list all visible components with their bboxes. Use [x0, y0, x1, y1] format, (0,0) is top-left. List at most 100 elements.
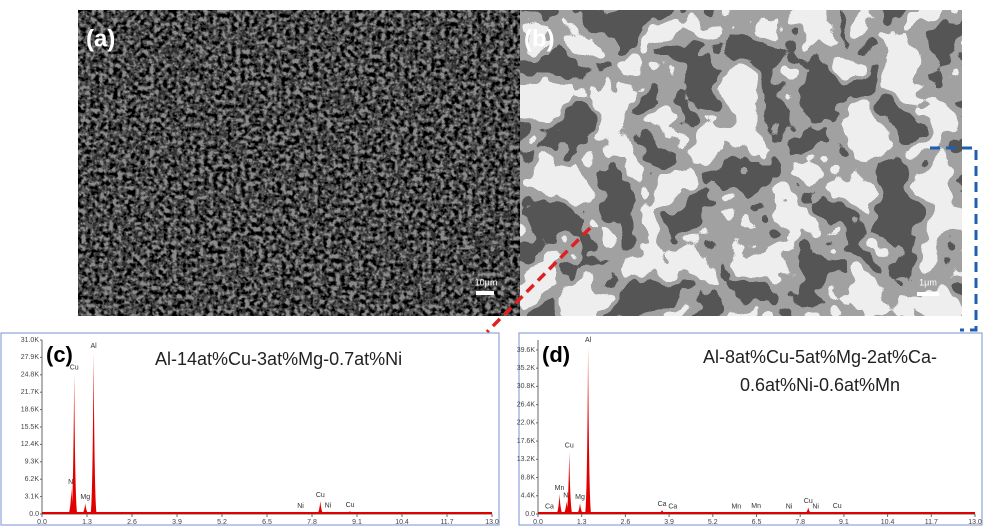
y-tick-label: 0.0	[525, 511, 535, 518]
peak-label: Ni	[812, 504, 819, 511]
callout-line	[930, 146, 978, 332]
x-tick-label: 2.6	[127, 519, 137, 526]
peak	[317, 501, 324, 514]
peak-label: Ni	[325, 503, 332, 510]
peak	[669, 512, 676, 514]
y-tick-label: 30.8K	[517, 383, 536, 390]
peak-label: Cu	[316, 492, 325, 499]
peak-label: Mn	[731, 504, 741, 511]
peak-label: Ni	[563, 492, 570, 499]
sem-image-b: (b) 1μm	[520, 10, 962, 316]
x-tick-label: 11.7	[440, 519, 453, 526]
peak	[812, 512, 819, 514]
x-tick-label: 3.9	[664, 519, 674, 526]
composition: 0.6at%Ni-0.6at%Mn	[740, 375, 900, 395]
x-tick-label: 5.2	[708, 519, 718, 526]
y-tick-label: 17.6K	[517, 438, 536, 445]
x-tick-label: 7.8	[795, 519, 805, 526]
y-tick-label: 31.0K	[21, 337, 40, 344]
y-tick-label: 13.2K	[517, 456, 536, 463]
peak-label: Cu	[804, 498, 813, 505]
peak	[546, 512, 553, 514]
peak	[785, 512, 793, 514]
y-tick-label: 26.4K	[517, 401, 536, 408]
x-tick-label: 0.0	[533, 519, 543, 526]
peak	[297, 512, 304, 514]
peak	[576, 503, 584, 514]
peak	[658, 510, 666, 514]
peak-label: Ca	[545, 504, 554, 511]
y-tick-label: 8.8K	[521, 474, 536, 481]
x-tick-label: 9.1	[839, 519, 849, 526]
peak	[752, 512, 760, 514]
x-tick-label: 6.5	[752, 519, 762, 526]
composition: Al-8at%Cu-5at%Mg-2at%Ca-	[703, 347, 937, 367]
y-tick-label: 6.2K	[25, 476, 40, 483]
panel-label: (d)	[542, 342, 570, 367]
peak	[82, 503, 89, 514]
panel-frame	[518, 332, 983, 526]
y-tick-label: 0.0	[29, 511, 39, 518]
y-tick-label: 21.7K	[21, 389, 40, 396]
peak	[733, 512, 740, 514]
peak	[556, 494, 563, 514]
x-tick-label: 9.1	[352, 519, 362, 526]
x-tick-label: 1.3	[82, 519, 92, 526]
x-tick-label: 10.4	[881, 519, 895, 526]
peak-label: Cu	[833, 503, 842, 510]
peak-label: Al	[585, 337, 592, 344]
y-tick-label: 4.4K	[521, 493, 536, 500]
y-tick-label: 39.6K	[517, 347, 536, 354]
peak-label: Mn	[555, 485, 565, 492]
peak	[833, 512, 841, 514]
scale-bar	[476, 291, 494, 295]
x-tick-label: 3.9	[172, 519, 182, 526]
scale-bar-label: 10μm	[475, 277, 498, 287]
peak-label: Ni	[68, 479, 75, 486]
peak	[563, 501, 570, 514]
peak	[324, 511, 332, 514]
y-tick-label: 3.1K	[25, 493, 40, 500]
peak-label: Cu	[346, 502, 355, 509]
peak-label: Ca	[668, 504, 677, 511]
peak-label: Mg	[80, 494, 90, 501]
composition: Al-14at%Cu-3at%Mg-0.7at%Ni	[155, 349, 402, 369]
callout-line	[485, 226, 592, 334]
y-tick-label: 12.4K	[21, 441, 40, 448]
peak-label: Cu	[70, 365, 79, 372]
x-tick-label: 5.2	[217, 519, 227, 526]
peak	[805, 507, 812, 514]
peak	[566, 451, 573, 514]
scale-bar-label: 1μm	[919, 277, 937, 287]
x-tick-label: 13.0	[485, 519, 499, 526]
y-tick-label: 18.6K	[21, 406, 40, 413]
peak-label: Ni	[786, 504, 793, 511]
peak-label: Ca	[658, 501, 667, 508]
x-tick-label: 1.3	[577, 519, 587, 526]
baseline-noise	[42, 512, 492, 514]
peak-label: Mg	[575, 494, 585, 501]
x-tick-label: 13.0	[968, 519, 982, 526]
peak	[584, 346, 592, 514]
x-tick-label: 6.5	[262, 519, 272, 526]
x-tick-label: 10.4	[395, 519, 409, 526]
panel-frame	[0, 332, 500, 526]
scale-bar	[917, 292, 939, 296]
peak	[90, 352, 97, 514]
y-tick-label: 35.2K	[517, 365, 536, 372]
y-tick-label: 15.5K	[21, 424, 40, 431]
panel-label: (c)	[46, 342, 73, 367]
panel-label: (a)	[86, 25, 115, 52]
peak-label: Ni	[297, 503, 304, 510]
peak	[346, 511, 354, 514]
panel-label: (b)	[524, 25, 555, 52]
x-tick-label: 2.6	[621, 519, 631, 526]
y-tick-label: 27.9K	[21, 354, 40, 361]
peak-label: Mn	[751, 503, 761, 510]
sem-image-a: (a) 10μm	[78, 10, 520, 316]
y-tick-label: 24.8K	[21, 372, 40, 379]
peak-label: Cu	[565, 443, 574, 450]
peak-label: Al	[90, 343, 97, 350]
x-tick-label: 11.7	[925, 519, 938, 526]
